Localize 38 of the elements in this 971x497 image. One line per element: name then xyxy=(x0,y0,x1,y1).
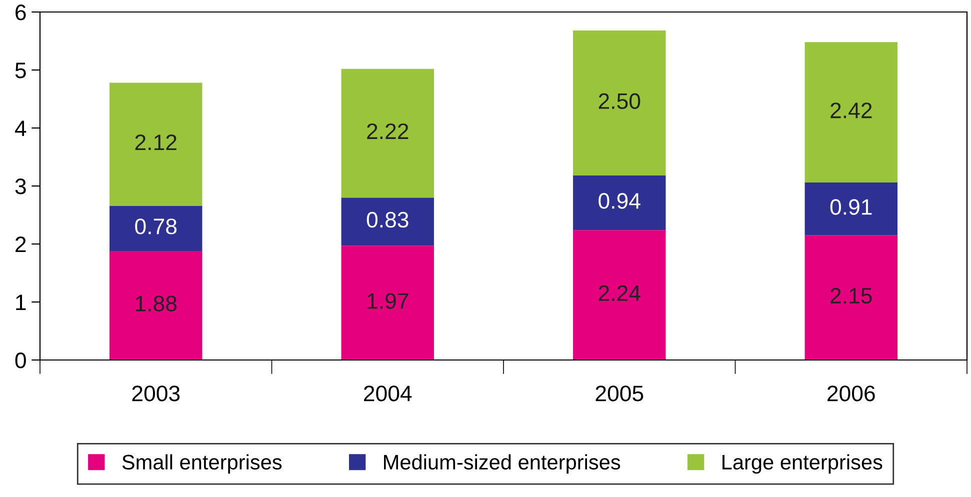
bar xyxy=(804,42,898,183)
bar xyxy=(573,30,666,176)
data-label: 0.83 xyxy=(366,212,408,228)
bar xyxy=(341,68,434,198)
x-tick-label: 2005 xyxy=(596,386,644,402)
data-label: 0.94 xyxy=(598,193,640,209)
y-tick-label: 5 xyxy=(15,62,26,78)
y-tick-label: 1 xyxy=(16,294,26,310)
data-label: 0.78 xyxy=(135,218,177,234)
legend-label: Small enterprises xyxy=(122,454,282,474)
bar xyxy=(573,176,666,230)
data-label: 2.42 xyxy=(830,102,872,118)
data-label: 2.15 xyxy=(830,288,872,304)
y-tick-label: 4 xyxy=(14,120,26,136)
legend-label: Large enterprises xyxy=(722,454,882,474)
bar xyxy=(804,182,898,236)
legend-label: Medium-sized enterprises xyxy=(384,454,620,474)
bar xyxy=(110,206,202,251)
bar xyxy=(110,250,202,360)
x-tick-label: 2003 xyxy=(132,386,180,402)
x-tick-label: 2004 xyxy=(364,386,412,402)
data-label: 2.24 xyxy=(598,285,640,301)
bar xyxy=(804,235,898,360)
data-label: 0.91 xyxy=(830,199,872,215)
y-tick-label: 0 xyxy=(15,352,26,368)
data-label: 2.22 xyxy=(367,123,408,139)
bar xyxy=(341,246,434,360)
y-tick-label: 6 xyxy=(16,4,26,20)
y-tick-label: 3 xyxy=(15,178,26,194)
y-tick-label: 2 xyxy=(16,236,26,252)
data-label: 2.50 xyxy=(598,93,640,110)
data-label: 2.12 xyxy=(135,134,176,150)
data-label: 1.88 xyxy=(136,296,177,312)
x-tick-label: 2006 xyxy=(828,386,875,402)
data-label: 1.97 xyxy=(368,293,408,309)
bar xyxy=(573,230,666,360)
bar xyxy=(110,82,202,206)
bar xyxy=(341,198,434,246)
